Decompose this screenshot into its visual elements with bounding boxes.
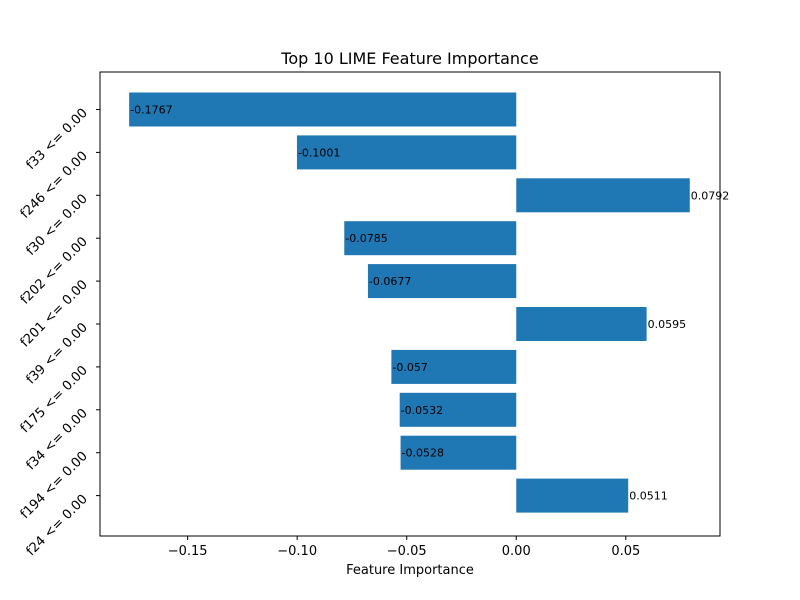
bar [391, 349, 517, 384]
bar [296, 135, 517, 170]
bar-value-label: 0.0792 [691, 189, 730, 202]
bar [367, 264, 517, 299]
bar-value-label: -0.0785 [345, 232, 387, 245]
plot-frame [99, 71, 721, 537]
bar-value-label: -0.057 [392, 361, 427, 374]
x-axis-label: Feature Importance [346, 563, 474, 578]
x-ticks-group: −0.15 −0.10 −0.05 0.00 0.05 [168, 536, 640, 559]
bar-value-label: -0.0528 [402, 447, 444, 460]
bar [516, 478, 629, 513]
x-tick-label: −0.10 [277, 544, 317, 559]
bar-value-label: 0.0511 [629, 490, 668, 503]
bar [516, 307, 647, 341]
bar [344, 221, 517, 256]
bar-value-label: -0.0677 [369, 275, 411, 288]
x-tick-label: 0.00 [502, 544, 531, 559]
bar-value-label: -0.1001 [298, 146, 340, 159]
bar-value-label: -0.0532 [401, 404, 443, 417]
bar-value-label: -0.1767 [130, 104, 172, 117]
bar [399, 392, 517, 427]
bar [400, 435, 517, 470]
bar [516, 178, 690, 213]
bar [129, 92, 517, 127]
bars-group: -0.1767 -0.1001 0.0792 -0.0785 -0.0677 0.0595… [129, 92, 730, 513]
x-tick-label: −0.15 [168, 544, 208, 559]
x-tick-label: 0.05 [611, 544, 640, 559]
bar-value-label: 0.0595 [648, 318, 687, 331]
chart-title: Top 10 LIME Feature Importance [280, 49, 538, 68]
x-tick-label: −0.05 [387, 544, 427, 559]
